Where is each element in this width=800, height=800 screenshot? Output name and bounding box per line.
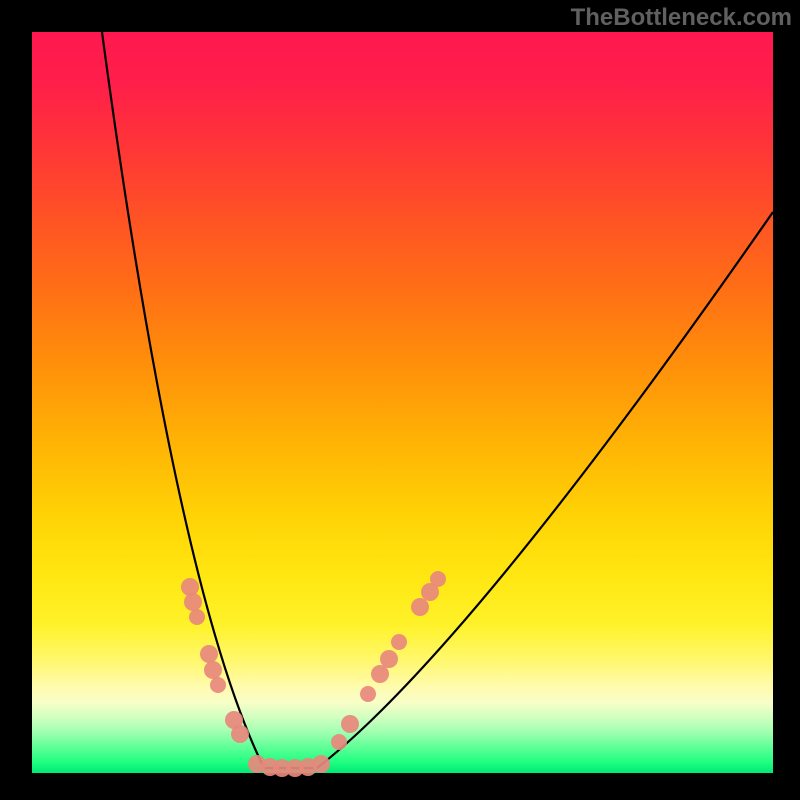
marker-right-2 xyxy=(360,686,376,702)
marker-right-0 xyxy=(331,734,347,750)
marker-left-3 xyxy=(200,645,218,663)
chart-container: TheBottleneck.com xyxy=(0,0,800,800)
marker-right-4 xyxy=(380,650,398,668)
marker-right-1 xyxy=(341,715,359,733)
marker-right-5 xyxy=(391,634,407,650)
marker-left-1 xyxy=(184,593,202,611)
marker-bottom-5 xyxy=(312,755,330,773)
marker-right-6 xyxy=(411,598,429,616)
plot-area xyxy=(32,32,773,773)
marker-left-7 xyxy=(231,725,249,743)
watermark-text: TheBottleneck.com xyxy=(571,4,792,32)
marker-left-5 xyxy=(210,677,226,693)
markers-layer xyxy=(32,32,773,773)
marker-left-2 xyxy=(189,609,205,625)
marker-right-8 xyxy=(430,571,446,587)
